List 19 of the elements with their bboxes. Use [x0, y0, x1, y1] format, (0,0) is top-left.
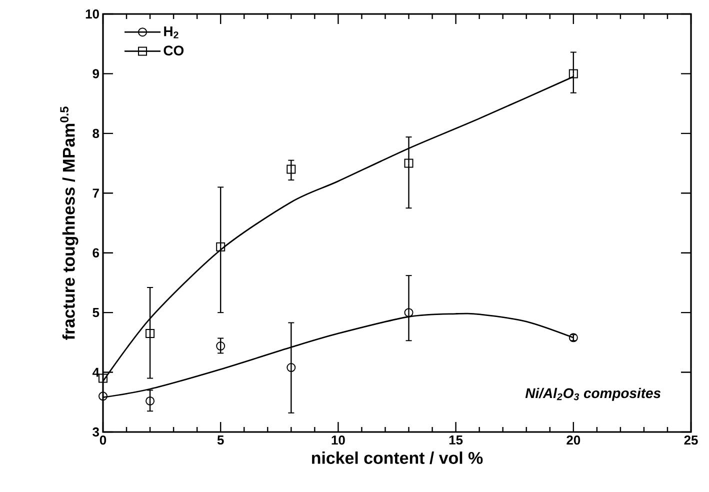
text: Ni/Al$_{2}$O$_{3}$ composites [525, 388, 661, 401]
y-tick-label: 9 [92, 69, 99, 78]
x-tick-label: 15 [449, 436, 463, 445]
legend-label: H$_{2}$ [164, 26, 178, 38]
y-axis-title: fracture toughness / MPam$^{0.5}$ [60, 106, 78, 340]
y-tick-label: 4 [92, 368, 100, 377]
y-tick-label: 10 [86, 9, 99, 19]
x-tick-label: 20 [566, 436, 580, 445]
x-tick-label: 25 [684, 436, 698, 445]
x-axis-title: nickel content / vol % [312, 452, 483, 464]
y-tick-label: 8 [92, 128, 100, 138]
y-tick-label: 5 [92, 308, 100, 318]
y-tick-label: 3 [92, 427, 100, 437]
x-tick-label: 5 [217, 436, 224, 445]
y-tick-label: 7 [92, 188, 99, 198]
x-tick-label: 10 [332, 436, 345, 445]
y-tick-label: 6 [92, 248, 100, 258]
x-tick-label: 0 [100, 436, 106, 445]
legend-label: CO [164, 46, 184, 56]
